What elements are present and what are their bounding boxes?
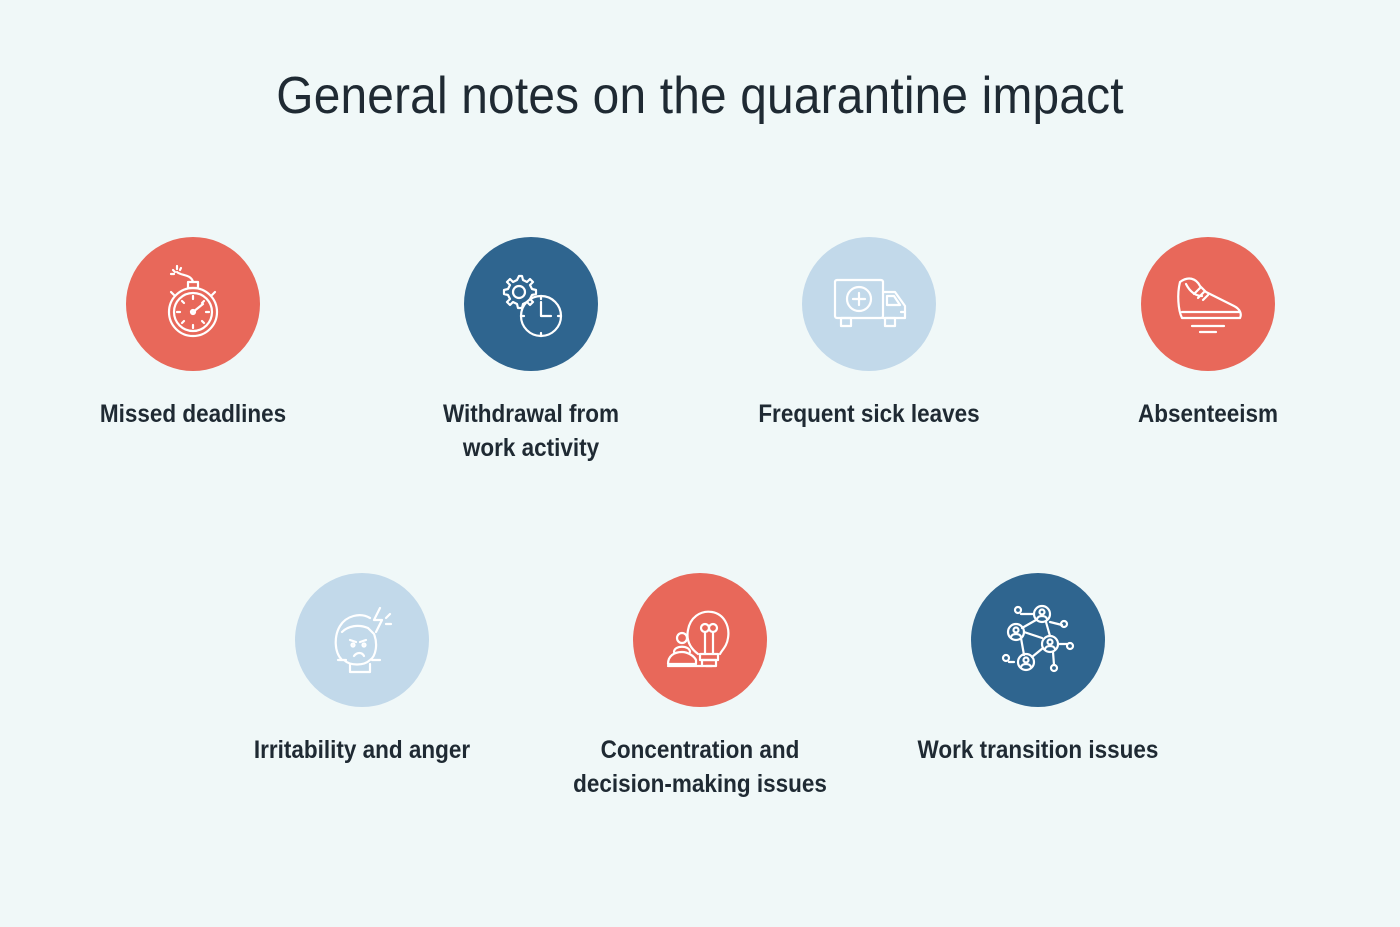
icon-circle bbox=[126, 237, 260, 371]
icon-circle bbox=[802, 237, 936, 371]
icon-circle bbox=[1141, 237, 1275, 371]
impact-item-work-transition: Work transition issues bbox=[888, 573, 1188, 767]
ambulance-icon bbox=[833, 278, 907, 328]
icon-circle bbox=[633, 573, 767, 707]
running-shoe-icon bbox=[1177, 277, 1242, 334]
impact-item-withdrawal: Withdrawal from work activity bbox=[381, 237, 681, 465]
item-label: Irritability and anger bbox=[253, 736, 471, 764]
angry-face-icon bbox=[334, 606, 393, 674]
impact-item-sick-leaves: Frequent sick leaves bbox=[719, 237, 1019, 431]
page-title: General notes on the quarantine impact bbox=[276, 67, 1124, 125]
item-label: Withdrawal from work activity bbox=[442, 400, 620, 462]
item-label: Absenteeism bbox=[1137, 400, 1279, 428]
impact-item-concentration: Concentration and decision-making issues bbox=[550, 573, 850, 801]
people-network-icon bbox=[1001, 604, 1075, 673]
lightbulb-person-icon bbox=[666, 610, 730, 668]
icon-circle bbox=[295, 573, 429, 707]
item-label: Concentration and decision-making issues bbox=[573, 736, 827, 798]
impact-item-missed-deadlines: Missed deadlines bbox=[43, 237, 343, 431]
impact-item-irritability: Irritability and anger bbox=[212, 573, 512, 767]
gear-clock-icon bbox=[502, 274, 563, 338]
impact-item-absenteeism: Absenteeism bbox=[1058, 237, 1358, 431]
item-label: Frequent sick leaves bbox=[758, 400, 980, 428]
icon-circle bbox=[464, 237, 598, 371]
icon-circle bbox=[971, 573, 1105, 707]
item-label: Work transition issues bbox=[917, 736, 1159, 764]
stopwatch-bomb-icon bbox=[167, 264, 219, 338]
item-label: Missed deadlines bbox=[99, 400, 287, 428]
